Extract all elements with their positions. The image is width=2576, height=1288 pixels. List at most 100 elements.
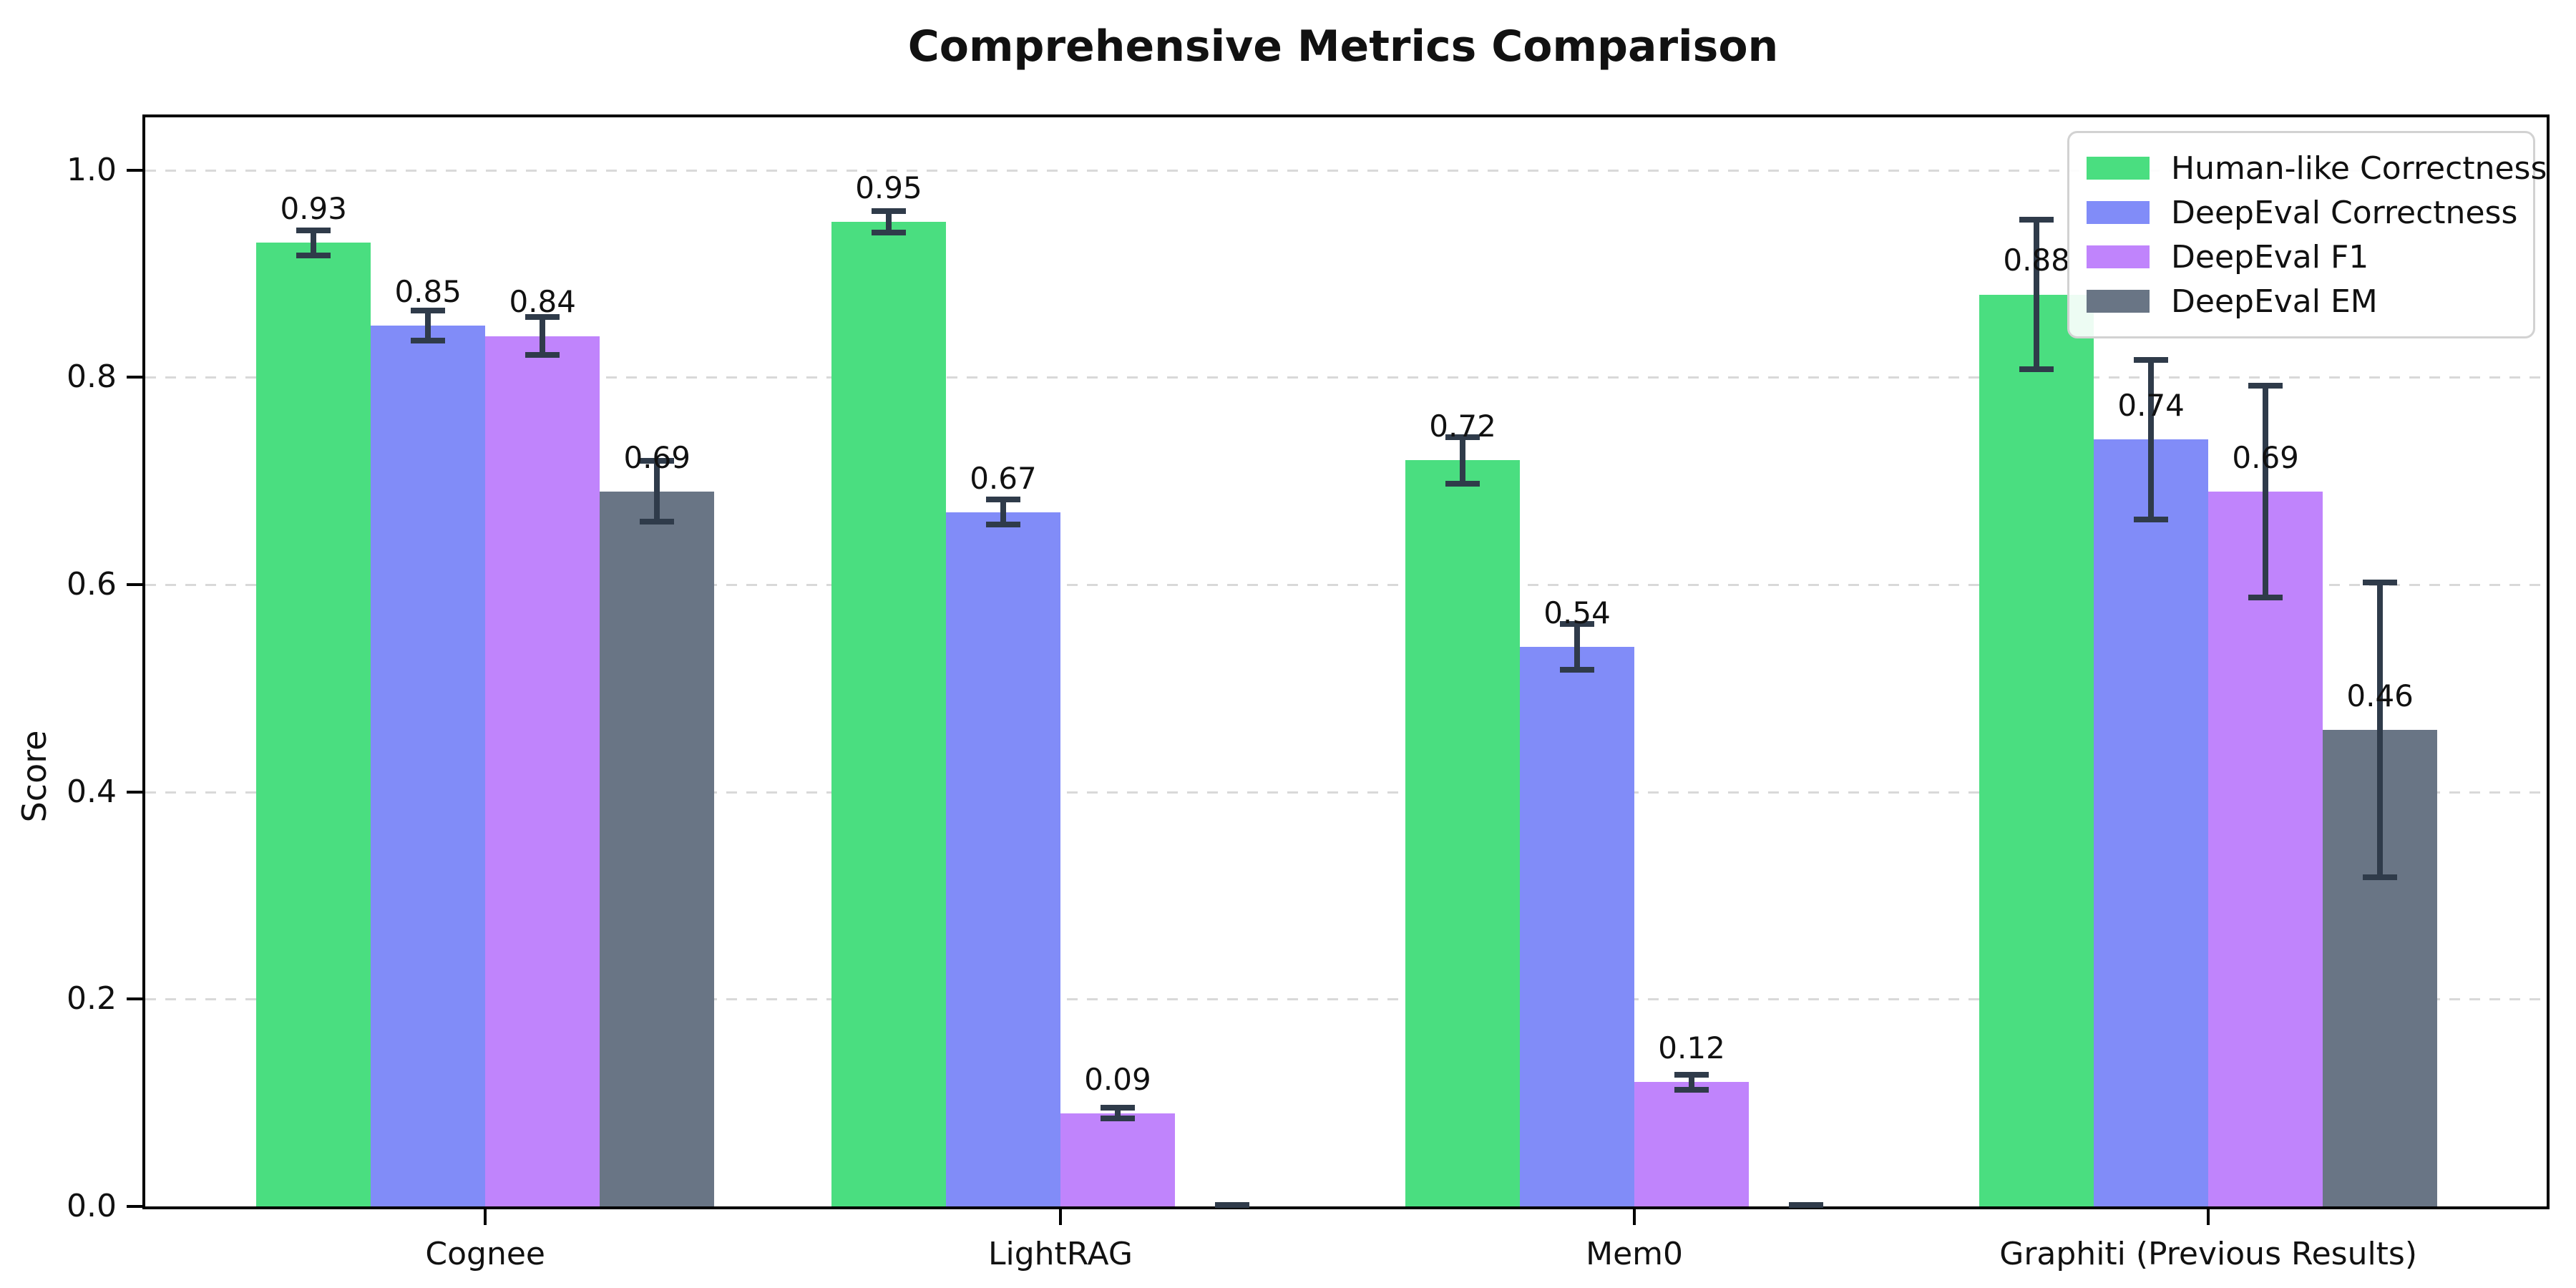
bar-value-label: 0.88	[2003, 243, 2070, 278]
errorbar-cap-top	[411, 308, 446, 314]
errorbar-stem	[1574, 620, 1581, 673]
legend-label-4: DeepEval EM	[2171, 283, 2378, 320]
xtick-mark-4	[2207, 1209, 2210, 1225]
bar-deepeval-f1-4	[2208, 491, 2323, 1206]
errorbar-stem	[540, 314, 546, 358]
errorbar-cap-top	[1674, 1071, 1709, 1078]
ytick-mark-0.0	[127, 1205, 142, 1208]
legend-label-3: DeepEval F1	[2171, 238, 2369, 275]
errorbar-cap-top	[985, 497, 1020, 503]
ytick-label-0.8: 0.8	[67, 358, 117, 396]
ytick-mark-1.0	[127, 168, 142, 172]
bar-human-like-correctness-3	[1405, 460, 1521, 1206]
errorbar-cap-top	[1214, 1202, 1249, 1209]
errorbar-cap-bottom	[2019, 366, 2054, 373]
xtick-mark-1	[484, 1209, 487, 1225]
errorbar-cap-top	[2363, 579, 2398, 585]
bar-value-label: 0.09	[1084, 1061, 1151, 1097]
errorbar-stem	[425, 308, 431, 343]
errorbar-4-2	[1214, 1202, 1249, 1209]
errorbar-cap-top	[525, 314, 560, 321]
xtick-label-2: LightRAG	[987, 1236, 1133, 1272]
bar-deepeval-correctness-4	[2094, 439, 2209, 1206]
bar-value-label: 0.46	[2346, 678, 2414, 713]
legend-label-2: DeepEval Correctness	[2171, 194, 2518, 231]
errorbar-cap-bottom	[525, 351, 560, 358]
legend-swatch-4	[2087, 290, 2150, 313]
bar-human-like-correctness-4	[1979, 294, 2094, 1206]
errorbar-stem	[885, 208, 892, 236]
bar-deepeval-correctness-2	[945, 512, 1060, 1206]
legend-item-3: DeepEval F1	[2087, 235, 2516, 279]
bar-human-like-correctness-2	[831, 222, 946, 1206]
ytick-label-0.6: 0.6	[67, 566, 117, 603]
bar-value-label: 0.74	[2117, 388, 2185, 424]
errorbar-3-4	[2248, 382, 2283, 600]
bar-value-label: 0.72	[1429, 409, 1496, 444]
ytick-label-0.4: 0.4	[67, 773, 117, 810]
legend-label-1: Human-like Correctness	[2171, 150, 2547, 187]
errorbar-cap-bottom	[411, 337, 446, 343]
errorbar-cap-top	[296, 227, 331, 233]
errorbar-cap-top	[871, 208, 906, 215]
errorbar-stem	[2148, 356, 2155, 523]
bar-value-label: 0.69	[623, 439, 691, 475]
legend-item-1: Human-like Correctness	[2087, 146, 2547, 190]
ytick-label-0.2: 0.2	[67, 980, 117, 1018]
errorbar-cap-top	[2134, 356, 2169, 363]
errorbar-2-1	[411, 308, 446, 343]
errorbar-cap-bottom	[985, 522, 1020, 528]
bar-deepeval-em-1	[600, 491, 715, 1206]
errorbar-stem	[2034, 217, 2040, 373]
bar-deepeval-correctness-1	[371, 326, 486, 1206]
bar-value-label: 0.12	[1658, 1030, 1725, 1066]
ytick-mark-0.8	[127, 376, 142, 379]
ytick-mark-0.4	[127, 790, 142, 794]
gridline-y-0.8	[145, 376, 2547, 379]
plot-area: Score 0.93 0.95 0.72 0.88 0.85 0.67 0.54 0.74 0.…	[15, 114, 2550, 1272]
bar-value-label: 0.85	[394, 273, 462, 309]
errorbar-cap-top	[1560, 620, 1595, 627]
xtick-mark-2	[1058, 1209, 1062, 1225]
errorbar-1-3	[1445, 434, 1480, 487]
gridline-y-0.6	[145, 584, 2547, 587]
errorbar-cap-bottom	[1100, 1116, 1135, 1122]
errorbar-cap-top	[2019, 217, 2054, 223]
errorbar-cap-bottom	[871, 230, 906, 236]
errorbar-cap-bottom	[2134, 517, 2169, 523]
legend-swatch-3	[2087, 245, 2150, 268]
errorbar-cap-bottom	[2248, 594, 2283, 600]
errorbar-cap-bottom	[1560, 667, 1595, 673]
errorbar-1-4	[2019, 217, 2054, 373]
errorbar-4-1	[640, 458, 675, 525]
errorbar-1-1	[296, 227, 331, 258]
bar-value-label: 0.54	[1543, 595, 1611, 630]
errorbar-4-4	[2363, 579, 2398, 880]
errorbar-stem	[654, 458, 660, 525]
ytick-mark-0.2	[127, 997, 142, 1001]
ytick-label-1.0: 1.0	[67, 151, 117, 188]
errorbar-cap-bottom	[1445, 480, 1480, 487]
xtick-mark-3	[1633, 1209, 1636, 1225]
legend-swatch-1	[2087, 157, 2150, 180]
errorbar-cap-top	[1445, 434, 1480, 441]
legend-swatch-2	[2087, 201, 2150, 224]
errorbar-3-3	[1674, 1071, 1709, 1093]
legend: Human-like Correctness DeepEval Correctne…	[2067, 131, 2547, 338]
ytick-mark-0.6	[127, 583, 142, 587]
errorbar-stem	[1460, 434, 1466, 487]
errorbar-cap-bottom	[640, 519, 675, 525]
errorbar-cap-bottom	[2363, 874, 2398, 880]
bar-deepeval-correctness-3	[1520, 647, 1635, 1206]
bar-value-label: 0.67	[970, 460, 1037, 496]
bar-deepeval-f1-3	[1634, 1082, 1750, 1206]
bar-value-label: 0.69	[2232, 439, 2299, 475]
xtick-label-1: Cognee	[425, 1236, 546, 1272]
errorbar-cap-top	[2248, 382, 2283, 389]
bar-value-label: 0.95	[855, 170, 922, 206]
errorbar-3-2	[1100, 1105, 1135, 1122]
xtick-label-3: Mem0	[1586, 1236, 1683, 1272]
legend-item-2: DeepEval Correctness	[2087, 190, 2518, 235]
errorbar-4-3	[1789, 1202, 1824, 1209]
errorbar-cap-top	[1100, 1105, 1135, 1111]
